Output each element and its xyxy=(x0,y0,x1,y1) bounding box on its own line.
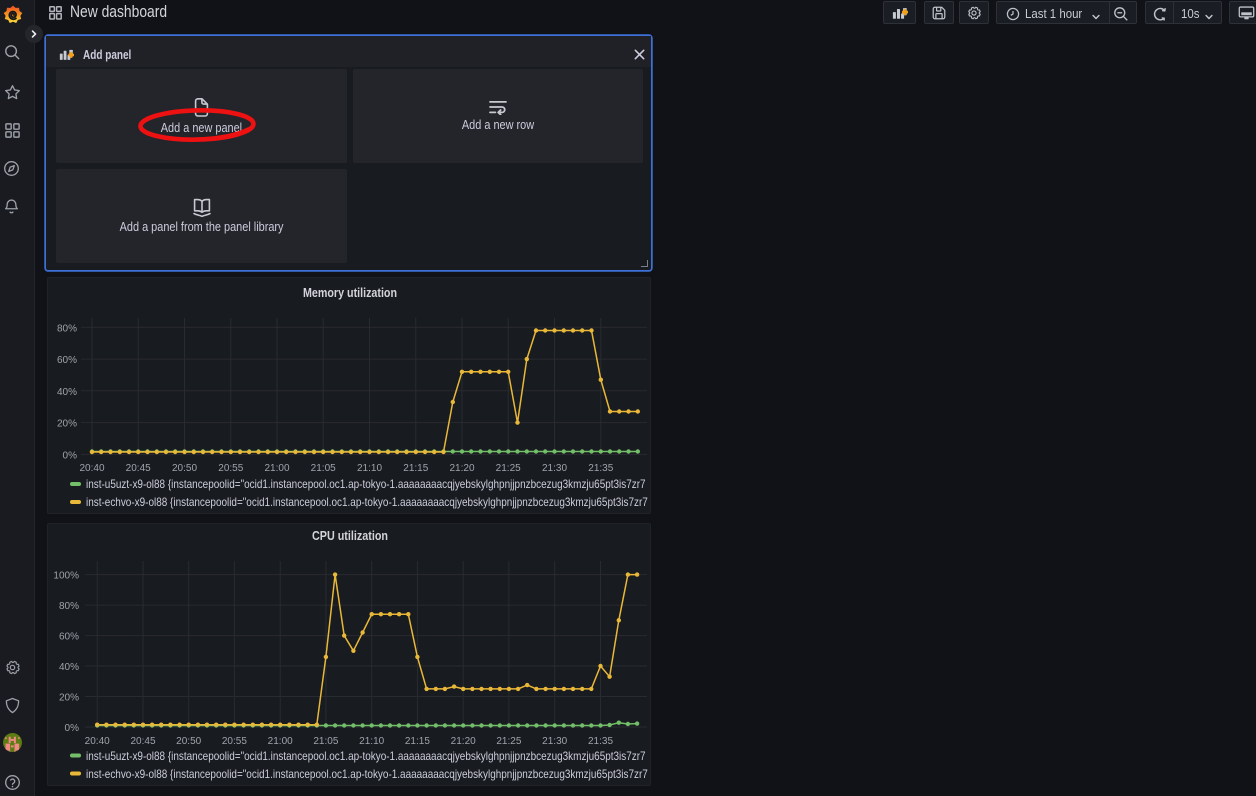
svg-text:0%: 0% xyxy=(63,450,78,461)
svg-text:21:00: 21:00 xyxy=(268,736,293,747)
svg-text:21:30: 21:30 xyxy=(542,736,567,747)
svg-text:21:35: 21:35 xyxy=(588,736,613,747)
svg-text:20:45: 20:45 xyxy=(126,463,151,474)
svg-text:80%: 80% xyxy=(57,323,77,334)
svg-text:21:35: 21:35 xyxy=(588,463,613,474)
svg-text:21:20: 21:20 xyxy=(449,463,474,474)
svg-text:21:10: 21:10 xyxy=(359,736,384,747)
svg-text:20%: 20% xyxy=(59,693,79,704)
svg-text:20:55: 20:55 xyxy=(218,463,243,474)
svg-text:60%: 60% xyxy=(57,355,77,366)
svg-text:21:25: 21:25 xyxy=(496,736,521,747)
svg-text:60%: 60% xyxy=(59,632,79,643)
svg-text:21:05: 21:05 xyxy=(313,736,338,747)
svg-text:0%: 0% xyxy=(65,723,80,734)
svg-text:21:05: 21:05 xyxy=(311,463,336,474)
svg-text:21:15: 21:15 xyxy=(405,736,430,747)
svg-text:20:45: 20:45 xyxy=(130,736,155,747)
svg-text:20%: 20% xyxy=(57,419,77,430)
svg-text:CPU utilization: CPU utilization xyxy=(312,529,388,543)
svg-text:20:55: 20:55 xyxy=(222,736,247,747)
svg-text:20:40: 20:40 xyxy=(85,736,110,747)
svg-text:20:40: 20:40 xyxy=(79,463,104,474)
svg-text:100%: 100% xyxy=(53,571,79,582)
svg-text:21:20: 21:20 xyxy=(451,736,476,747)
svg-text:21:00: 21:00 xyxy=(264,463,289,474)
svg-text:20:50: 20:50 xyxy=(176,736,201,747)
svg-text:20:50: 20:50 xyxy=(172,463,197,474)
svg-text:21:25: 21:25 xyxy=(496,463,521,474)
svg-text:Memory utilization: Memory utilization xyxy=(303,286,397,300)
svg-text:21:10: 21:10 xyxy=(357,463,382,474)
svg-text:21:30: 21:30 xyxy=(542,463,567,474)
svg-text:80%: 80% xyxy=(59,601,79,612)
svg-text:40%: 40% xyxy=(57,387,77,398)
svg-text:21:15: 21:15 xyxy=(403,463,428,474)
svg-text:40%: 40% xyxy=(59,662,79,673)
